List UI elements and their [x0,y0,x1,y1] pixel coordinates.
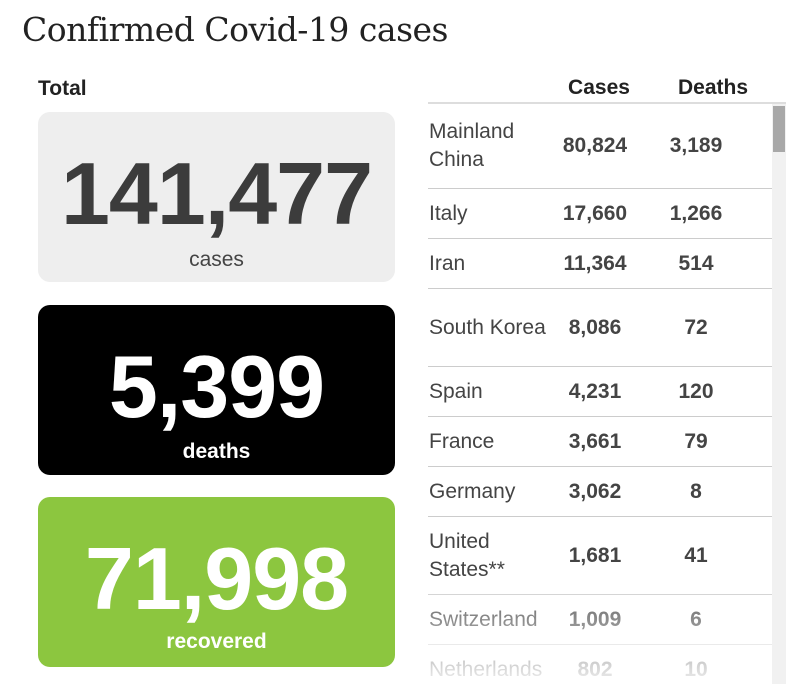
deaths-total-number: 5,399 [108,337,325,436]
country-table-rows: Mainland China 80,824 3,189 Italy 17,660… [428,104,772,684]
table-row: France 3,661 79 [428,417,772,467]
country-deaths: 41 [684,543,708,567]
recovered-total-label: recovered [166,630,267,653]
country-name: Germany [429,479,516,503]
recovered-total-card: 71,998 recovered [38,497,395,667]
country-cases: 11,364 [563,251,627,275]
country-cases: 17,660 [562,201,628,225]
table-row: South Korea 8,086 72 [428,289,772,367]
country-deaths: 10 [684,657,708,681]
country-deaths: 514 [678,251,714,275]
country-cases: 8,086 [568,315,622,339]
country-deaths: 72 [684,315,708,339]
country-deaths: 120 [678,379,714,403]
country-table[interactable]: Mainland China 80,824 3,189 Italy 17,660… [428,104,786,684]
table-row: Mainland China 80,824 3,189 [428,104,772,189]
country-name: Italy [429,201,468,225]
deaths-total-label: deaths [182,440,251,463]
country-name: Spain [429,379,483,403]
country-name: South Korea [429,315,546,339]
table-row: United States** 1,681 41 [428,517,772,595]
deaths-total-card: 5,399 deaths [38,305,395,475]
country-deaths: 6 [690,607,702,631]
recovered-total-number: 71,998 [84,529,349,628]
country-name: Switzerland [429,607,538,631]
table-row: Iran 11,364 514 [428,239,772,289]
country-cases: 80,824 [562,134,628,157]
table-row: Netherlands 802 10 [428,645,772,684]
country-deaths: 1,266 [669,201,723,225]
deaths-column-header: Deaths [677,76,749,99]
country-cases: 3,062 [568,479,622,503]
country-name: United States** [429,529,505,581]
country-cases: 4,231 [568,379,622,403]
country-name: Netherlands [429,657,543,681]
table-row: Germany 3,062 8 [428,467,772,517]
country-cases: 1,009 [568,607,622,631]
country-name: France [429,429,495,453]
table-scrollbar[interactable] [772,104,786,684]
table-row: Switzerland 1,009 6 [428,595,772,645]
scrollbar-thumb[interactable] [773,106,785,152]
country-cases: 1,681 [568,543,622,567]
country-deaths: 3,189 [669,134,723,157]
total-label: Total [38,77,87,100]
cases-column-header: Cases [568,76,630,99]
country-cases: 802 [577,657,613,681]
table-row: Italy 17,660 1,266 [428,189,772,239]
table-row: Spain 4,231 120 [428,367,772,417]
country-name: Iran [429,251,466,275]
cases-total-number: 141,477 [60,144,373,243]
country-deaths: 8 [690,479,702,503]
country-deaths: 79 [684,429,708,453]
country-table-header: Cases Deaths [428,74,786,104]
page-title: Confirmed Covid-19 cases [22,10,448,49]
cases-total-card: 141,477 cases [38,112,395,282]
country-cases: 3,661 [568,429,622,453]
cases-total-label: cases [189,248,244,271]
country-name: Mainland China [429,120,515,171]
